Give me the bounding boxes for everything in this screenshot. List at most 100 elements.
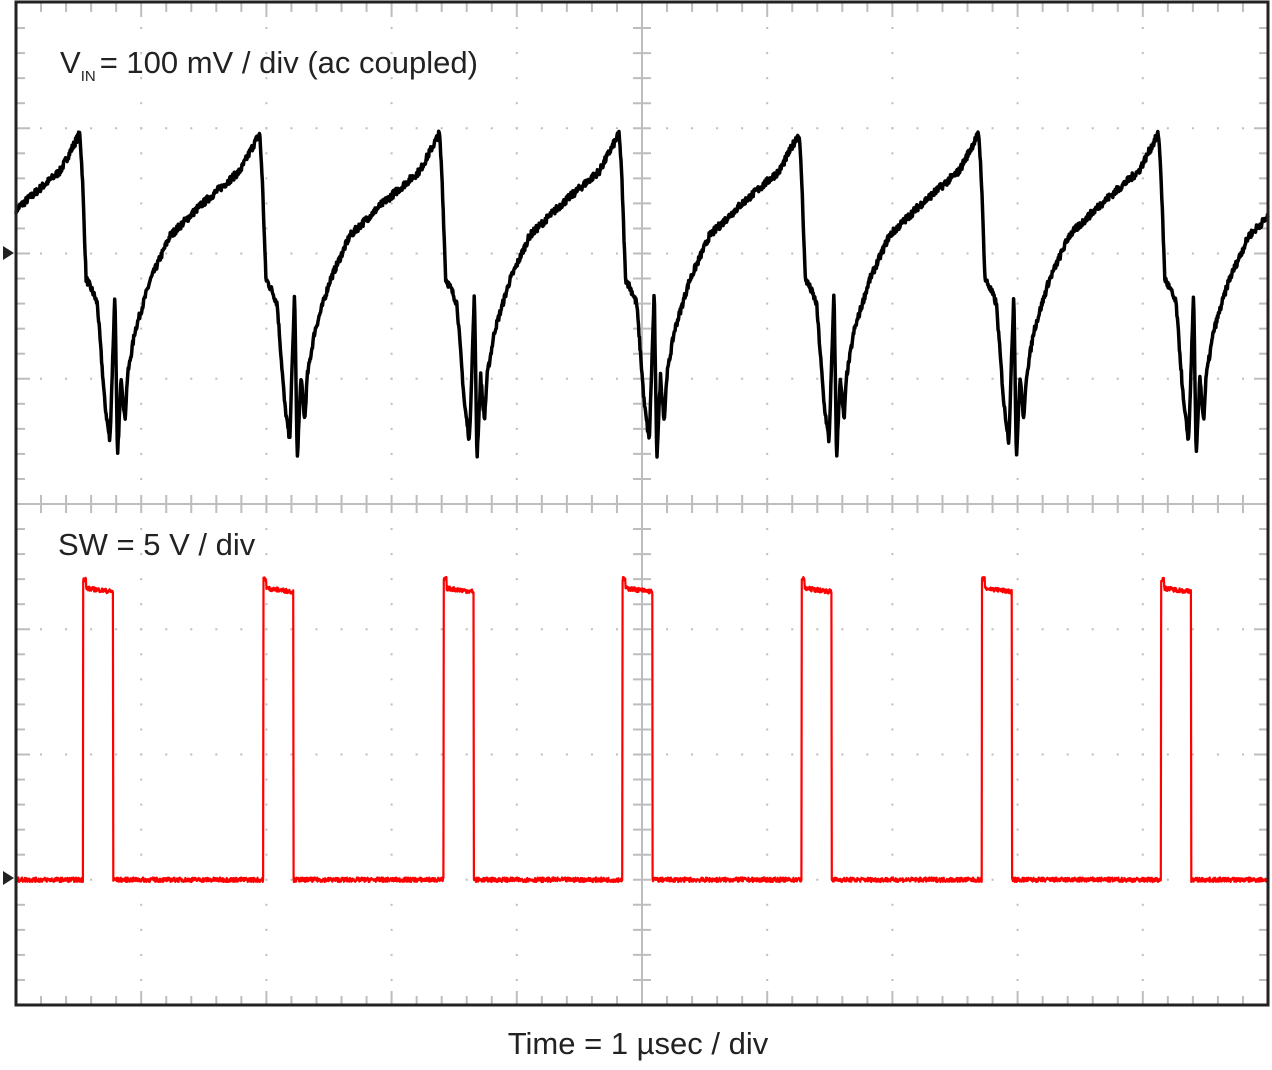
grid-dot	[140, 102, 143, 105]
grid-dot	[1141, 503, 1144, 505]
grid-dot	[540, 377, 543, 380]
grid-dot	[1141, 903, 1144, 906]
grid-dot	[265, 678, 268, 681]
grid-dot	[265, 853, 268, 856]
grid-dot	[140, 452, 143, 455]
grid-dot	[515, 27, 518, 30]
grid-dot	[515, 753, 518, 756]
grid-dot	[1016, 803, 1019, 806]
grid-dot	[1016, 528, 1019, 531]
grid-dot	[1141, 127, 1144, 130]
grid-dot	[1016, 653, 1019, 656]
grid-dot	[1041, 753, 1044, 756]
grid-dot	[40, 252, 43, 255]
grid-dot	[515, 252, 518, 255]
grid-dot	[1016, 853, 1019, 856]
grid-dot	[1141, 377, 1144, 380]
grid-dot	[1191, 377, 1194, 380]
grid-dot	[315, 252, 318, 255]
grid-dot	[891, 628, 894, 631]
grid-dot	[891, 52, 894, 55]
grid-dot	[916, 628, 919, 631]
grid-dot	[891, 678, 894, 681]
grid-dot	[390, 528, 393, 531]
grid-dot	[1016, 928, 1019, 931]
grid-dot	[991, 878, 994, 881]
grid-dot	[1066, 252, 1069, 255]
grid-dot	[315, 753, 318, 756]
grid-dot	[390, 678, 393, 681]
grid-dot	[1141, 477, 1144, 480]
grid-dot	[1091, 628, 1094, 631]
grid-dot	[1116, 252, 1119, 255]
grid-dot	[1191, 252, 1194, 255]
grid-dot	[515, 628, 518, 631]
grid-dot	[390, 152, 393, 155]
grid-dot	[1091, 377, 1094, 380]
grid-dot	[340, 377, 343, 380]
grid-dot	[265, 77, 268, 80]
grid-dot	[1216, 377, 1219, 380]
grid-dot	[415, 377, 418, 380]
grid-dot	[265, 903, 268, 906]
grid-dot	[265, 127, 268, 130]
grid-dot	[140, 603, 143, 606]
grid-dot	[916, 252, 919, 255]
grid-dot	[265, 452, 268, 455]
grid-dot	[615, 753, 618, 756]
grid-dot	[1241, 127, 1244, 130]
grid-dot	[766, 277, 769, 280]
grid-dot	[390, 553, 393, 556]
grid-dot	[165, 377, 168, 380]
grid-dot	[1066, 127, 1069, 130]
grid-dot	[390, 252, 393, 255]
grid-dot	[140, 352, 143, 355]
grid-dot	[115, 628, 118, 631]
grid-dot	[891, 77, 894, 80]
grid-dot	[816, 127, 819, 130]
grid-dot	[1016, 177, 1019, 180]
grid-dot	[766, 653, 769, 656]
grid-dot	[891, 953, 894, 956]
grid-dot	[140, 277, 143, 280]
grid-dot	[515, 177, 518, 180]
grid-dot	[140, 127, 143, 130]
grid-dot	[565, 127, 568, 130]
grid-dot	[140, 903, 143, 906]
grid-dot	[290, 628, 293, 631]
grid-dot	[1141, 728, 1144, 731]
grid-dot	[465, 377, 468, 380]
grid-dot	[891, 828, 894, 831]
grid-dot	[766, 678, 769, 681]
grid-dot	[641, 753, 643, 756]
grid-dot	[290, 753, 293, 756]
grid-dot	[891, 703, 894, 706]
grid-dot	[891, 803, 894, 806]
grid-dot	[515, 327, 518, 330]
grid-dot	[766, 427, 769, 430]
grid-dot	[390, 102, 393, 105]
grid-dot	[966, 753, 969, 756]
grid-dot	[1016, 327, 1019, 330]
grid-dot	[590, 753, 593, 756]
grid-dot	[891, 377, 894, 380]
grid-dot	[891, 728, 894, 731]
grid-dot	[1191, 753, 1194, 756]
grid-dot	[365, 127, 368, 130]
grid-dot	[515, 277, 518, 280]
grid-dot	[816, 753, 819, 756]
grid-dot	[841, 252, 844, 255]
grid-dot	[515, 52, 518, 55]
grid-dot	[440, 628, 443, 631]
grid-dot	[40, 628, 43, 631]
grid-dot	[390, 177, 393, 180]
grid-dot	[490, 753, 493, 756]
grid-dot	[140, 703, 143, 706]
grid-dot	[941, 753, 944, 756]
grid-dot	[666, 127, 669, 130]
grid-dot	[1141, 52, 1144, 55]
grid-dot	[140, 528, 143, 531]
grid-dot	[140, 327, 143, 330]
grid-dot	[140, 553, 143, 556]
grid-dot	[140, 77, 143, 80]
